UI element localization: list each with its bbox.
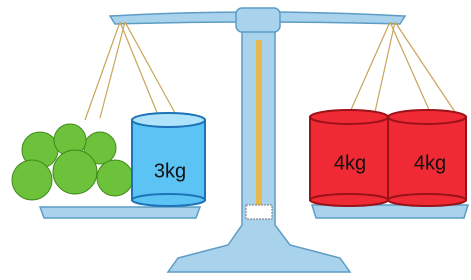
balance-scale: 3kg 4kg 4kg [0, 0, 471, 280]
apples [12, 124, 133, 200]
weight-label: 4kg [414, 152, 446, 174]
weight-blue-bottom [132, 194, 205, 206]
pointer [256, 40, 262, 215]
weight-red-bottom [310, 194, 388, 206]
right-pan [312, 205, 468, 218]
gauge [246, 205, 272, 219]
weight-red-bottom [388, 194, 466, 206]
page: 3kg 4kg 4kg (() => { const data = JSON.p… [0, 0, 471, 280]
weight-label: 4kg [334, 152, 366, 174]
weight-label: 3kg [154, 160, 186, 182]
weight-red-top [388, 110, 466, 124]
left-pan [40, 207, 200, 218]
weight-blue-top [132, 113, 205, 127]
weight-red-top [310, 110, 388, 124]
beam-hub [236, 8, 280, 32]
